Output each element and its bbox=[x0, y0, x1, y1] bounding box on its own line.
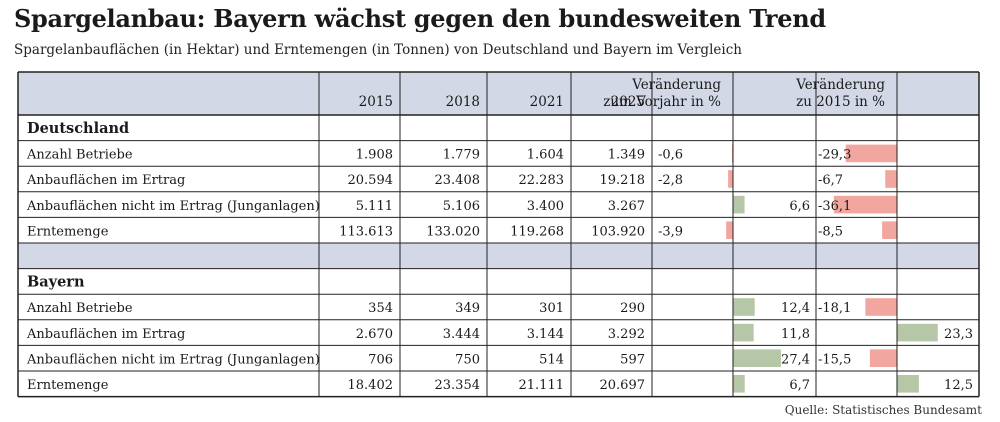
cell-value-2021: 22.283 bbox=[519, 173, 565, 188]
cell-value-2018: 1.779 bbox=[443, 148, 480, 163]
bar-change-2015 bbox=[845, 144, 897, 163]
cell-value-2018: 750 bbox=[455, 352, 480, 367]
page-title: Spargelanbau: Bayern wächst gegen den bu… bbox=[14, 4, 826, 33]
row-label: Anzahl Betriebe bbox=[26, 148, 133, 163]
source-note: Quelle: Statistisches Bundesamt bbox=[784, 403, 982, 417]
column-header-change-2015-unit: zu 2015 in % bbox=[796, 94, 885, 110]
bar-change-prev bbox=[726, 221, 733, 239]
column-header-2025: 2025 bbox=[611, 94, 645, 110]
cell-value-2018: 133.020 bbox=[426, 224, 480, 239]
cell-value-2025: 3.267 bbox=[608, 199, 645, 214]
label-change-prev: 11,8 bbox=[781, 327, 810, 342]
label-change-prev: -3,9 bbox=[658, 224, 683, 239]
label-change-prev: 12,4 bbox=[781, 301, 810, 316]
cell-value-2015: 1.908 bbox=[356, 148, 393, 163]
label-change-2015: -6,7 bbox=[818, 173, 843, 188]
cell-value-2015: 706 bbox=[368, 352, 393, 367]
column-header-2018: 2018 bbox=[446, 94, 480, 110]
row-label: Anzahl Betriebe bbox=[26, 301, 133, 316]
cell-value-2021: 3.144 bbox=[527, 327, 564, 342]
bar-change-prev bbox=[733, 323, 754, 342]
cell-value-2015: 2.670 bbox=[356, 327, 393, 342]
column-header-change-2015: Veränderung bbox=[795, 77, 885, 93]
bar-change-prev bbox=[733, 375, 745, 393]
row-label: Anbauflächen im Ertrag bbox=[26, 173, 185, 188]
cell-value-2015: 354 bbox=[368, 301, 393, 316]
bar-change-prev bbox=[728, 170, 733, 188]
row-label: Anbauflächen nicht im Ertrag (Junganlage… bbox=[26, 352, 320, 367]
label-change-prev: 6,6 bbox=[789, 199, 810, 214]
cell-value-2021: 514 bbox=[539, 352, 564, 367]
section-title-bayern: Bayern bbox=[27, 274, 85, 291]
bar-change-2015 bbox=[897, 375, 919, 393]
bar-change-2015 bbox=[833, 195, 897, 214]
cell-value-2025: 3.292 bbox=[608, 327, 645, 342]
label-change-prev: -0,6 bbox=[658, 148, 683, 163]
cell-value-2015: 113.613 bbox=[339, 224, 393, 239]
cell-value-2021: 301 bbox=[539, 301, 564, 316]
cell-value-2015: 18.402 bbox=[348, 378, 394, 393]
label-change-2015: -29,3 bbox=[818, 148, 851, 163]
cell-value-2021: 119.268 bbox=[510, 224, 564, 239]
row-label: Erntemenge bbox=[27, 378, 109, 393]
cell-value-2025: 103.920 bbox=[591, 224, 645, 239]
column-header-2015: 2015 bbox=[359, 94, 393, 110]
bar-change-prev bbox=[733, 195, 745, 214]
cell-value-2018: 23.408 bbox=[435, 173, 481, 188]
label-change-2015: -18,1 bbox=[818, 301, 851, 316]
cell-value-2021: 21.111 bbox=[519, 378, 565, 393]
cell-value-2018: 349 bbox=[455, 301, 480, 316]
bar-change-prev bbox=[733, 298, 755, 316]
cell-value-2025: 597 bbox=[620, 352, 645, 367]
table-header-bg bbox=[18, 72, 979, 115]
label-change-2015: -36,1 bbox=[818, 199, 851, 214]
cell-value-2021: 1.604 bbox=[527, 148, 564, 163]
column-header-change-prev-unit: zum Vorjahr in % bbox=[603, 94, 721, 110]
section-divider bbox=[18, 243, 979, 269]
row-label: Erntemenge bbox=[27, 224, 109, 239]
cell-value-2025: 1.349 bbox=[608, 148, 645, 163]
cell-value-2015: 5.111 bbox=[356, 199, 393, 214]
bar-change-2015 bbox=[869, 349, 897, 367]
page-subtitle: Spargelanbauflächen (in Hektar) und Ernt… bbox=[14, 42, 742, 58]
row-label: Anbauflächen nicht im Ertrag (Junganlage… bbox=[26, 199, 320, 214]
cell-value-2018: 23.354 bbox=[435, 378, 481, 393]
label-change-prev: 27,4 bbox=[781, 352, 810, 367]
cell-value-2025: 290 bbox=[620, 301, 645, 316]
label-change-2015: 12,5 bbox=[944, 378, 973, 393]
bar-change-2015 bbox=[882, 221, 897, 239]
bar-change-prev bbox=[731, 144, 733, 163]
section-title-deutschland: Deutschland bbox=[27, 120, 129, 137]
cell-value-2018: 3.444 bbox=[443, 327, 480, 342]
bar-change-2015 bbox=[897, 323, 938, 342]
cell-value-2021: 3.400 bbox=[527, 199, 564, 214]
cell-value-2025: 20.697 bbox=[600, 378, 646, 393]
label-change-2015: -8,5 bbox=[818, 224, 843, 239]
column-header-2021: 2021 bbox=[530, 94, 564, 110]
label-change-prev: 6,7 bbox=[789, 378, 810, 393]
bar-change-2015 bbox=[865, 298, 897, 316]
label-change-prev: -2,8 bbox=[658, 173, 683, 188]
cell-value-2015: 20.594 bbox=[348, 173, 394, 188]
row-label: Anbauflächen im Ertrag bbox=[26, 327, 185, 342]
cell-value-2018: 5.106 bbox=[443, 199, 480, 214]
bar-change-prev bbox=[733, 349, 781, 367]
label-change-2015: -15,5 bbox=[818, 352, 851, 367]
label-change-2015: 23,3 bbox=[944, 327, 973, 342]
column-header-change-prev: Veränderung bbox=[631, 77, 721, 93]
bar-change-2015 bbox=[885, 170, 897, 188]
cell-value-2025: 19.218 bbox=[600, 173, 646, 188]
